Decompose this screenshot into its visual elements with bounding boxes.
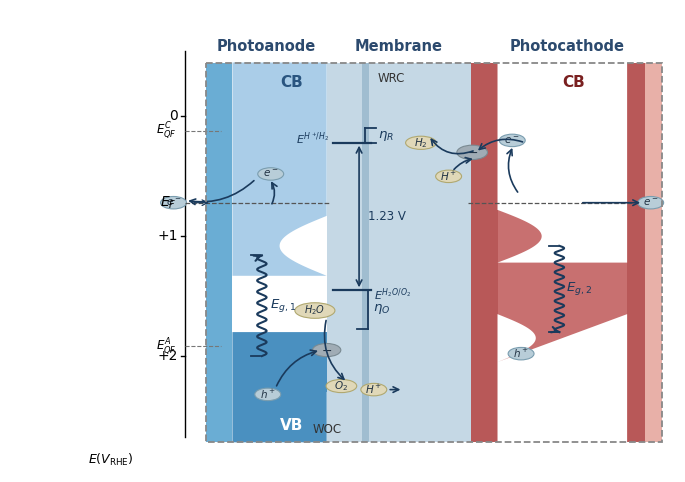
Ellipse shape bbox=[312, 344, 341, 357]
Bar bbox=[471, 63, 497, 442]
Text: +2: +2 bbox=[158, 349, 178, 363]
Text: $E_F$: $E_F$ bbox=[160, 195, 177, 211]
Ellipse shape bbox=[436, 170, 462, 183]
Text: $h^+$: $h^+$ bbox=[513, 347, 529, 360]
Text: $e^-$: $e^-$ bbox=[263, 168, 279, 179]
Text: $e^-$: $e^-$ bbox=[504, 135, 520, 146]
Text: $H_2$: $H_2$ bbox=[414, 136, 427, 150]
Bar bbox=[206, 63, 232, 442]
Text: $H^+$: $H^+$ bbox=[365, 383, 382, 396]
Ellipse shape bbox=[499, 134, 525, 147]
Ellipse shape bbox=[326, 379, 357, 393]
Text: $-$: $-$ bbox=[466, 146, 477, 159]
Ellipse shape bbox=[295, 303, 335, 318]
Text: WRC: WRC bbox=[378, 72, 405, 85]
Text: $h^+$: $h^+$ bbox=[260, 388, 276, 401]
Polygon shape bbox=[232, 332, 327, 442]
Ellipse shape bbox=[258, 168, 284, 180]
Text: VB: VB bbox=[562, 418, 586, 433]
Polygon shape bbox=[232, 63, 327, 276]
Text: $e^-$: $e^-$ bbox=[166, 197, 182, 208]
Text: $O_2$: $O_2$ bbox=[334, 379, 349, 393]
Ellipse shape bbox=[508, 348, 534, 360]
Text: VB: VB bbox=[279, 418, 303, 433]
Bar bbox=[497, 63, 627, 442]
Text: $E_{g,1}$: $E_{g,1}$ bbox=[270, 297, 296, 314]
Text: 0: 0 bbox=[169, 109, 178, 123]
Text: $e^-$: $e^-$ bbox=[643, 197, 658, 208]
Text: $E_{QF}^{C}$: $E_{QF}^{C}$ bbox=[155, 120, 177, 141]
Text: CB: CB bbox=[562, 75, 586, 90]
Ellipse shape bbox=[457, 145, 488, 160]
Text: $\eta_O$: $\eta_O$ bbox=[373, 302, 390, 316]
Text: $E_{g,2}$: $E_{g,2}$ bbox=[566, 281, 593, 297]
Text: $H_2O$: $H_2O$ bbox=[304, 304, 325, 318]
Bar bbox=[645, 63, 662, 442]
Ellipse shape bbox=[638, 197, 664, 209]
Text: CB: CB bbox=[280, 75, 303, 90]
Text: $E_{QF}^{A}$: $E_{QF}^{A}$ bbox=[155, 336, 177, 357]
Bar bbox=[327, 63, 471, 442]
Text: $E(V_\mathrm{RHE})$: $E(V_\mathrm{RHE})$ bbox=[88, 452, 134, 468]
Text: $H^+$: $H^+$ bbox=[440, 170, 458, 183]
Polygon shape bbox=[497, 314, 627, 442]
Text: WOC: WOC bbox=[312, 423, 341, 436]
Text: 1.23 V: 1.23 V bbox=[368, 210, 406, 223]
Bar bbox=[206, 63, 662, 442]
Text: Photocathode: Photocathode bbox=[509, 39, 624, 54]
Text: Photoanode: Photoanode bbox=[216, 39, 316, 54]
Text: $E^{H_2O/O_2}$: $E^{H_2O/O_2}$ bbox=[374, 287, 411, 303]
Bar bbox=[627, 63, 645, 442]
Text: $E^{H^+\!/H_2}$: $E^{H^+\!/H_2}$ bbox=[297, 130, 329, 146]
Ellipse shape bbox=[160, 197, 186, 209]
Ellipse shape bbox=[255, 388, 281, 401]
Bar bbox=[362, 63, 369, 442]
Polygon shape bbox=[497, 63, 627, 263]
Text: +1: +1 bbox=[158, 229, 178, 243]
Text: $-$: $-$ bbox=[321, 344, 332, 357]
Ellipse shape bbox=[406, 136, 436, 149]
Text: Membrane: Membrane bbox=[355, 39, 443, 54]
Text: $\eta_R$: $\eta_R$ bbox=[378, 129, 394, 143]
Ellipse shape bbox=[361, 383, 387, 396]
